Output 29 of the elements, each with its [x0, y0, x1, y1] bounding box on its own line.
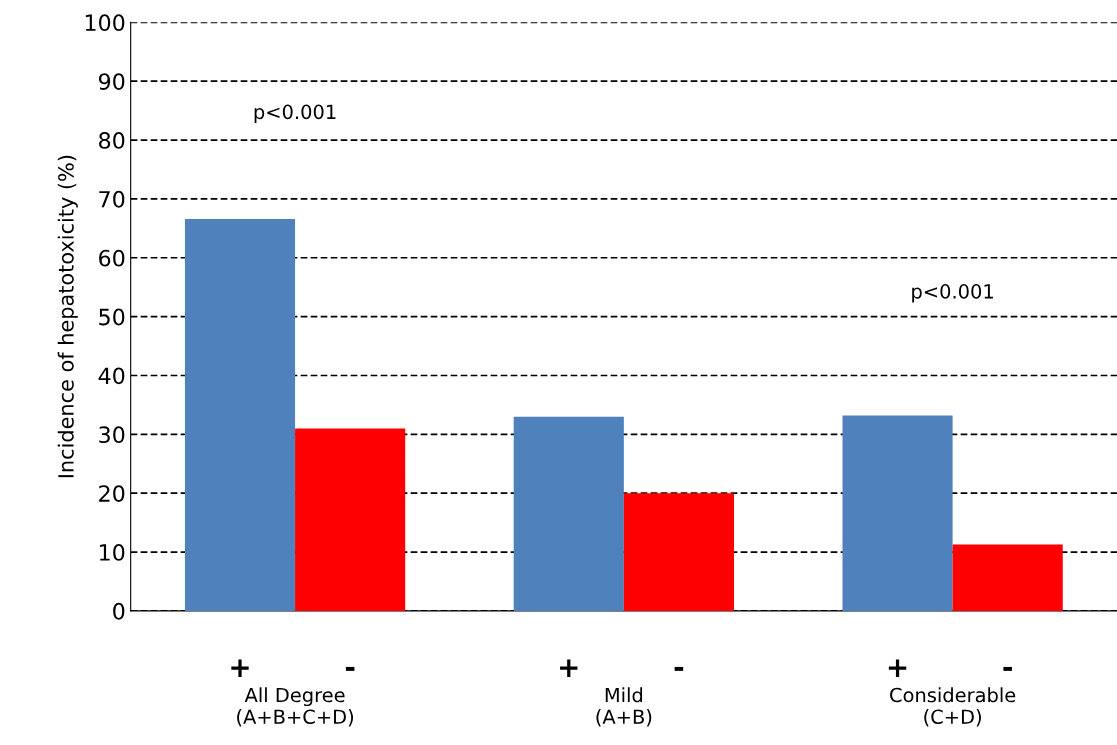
- y-tick-label: 40: [98, 367, 125, 385]
- text: +: [560, 659, 578, 677]
- annotation: p<0.001: [254, 104, 336, 123]
- y-tick-label: 10: [99, 543, 125, 561]
- y-tick-label: 60: [99, 249, 125, 267]
- x-tick-label: Considerable (C+D): [890, 687, 1016, 727]
- y-tick-label: 20: [99, 485, 125, 502]
- x-tick-label: Mild (A+B): [596, 687, 652, 727]
- annotation: p<0.001: [912, 284, 993, 303]
- y-axis-title: Incidence of hepatotoxicity (%): [57, 155, 78, 478]
- bar: [513, 416, 624, 611]
- x-tick-label: All Degree (A+B+C+D): [237, 687, 354, 727]
- y-tick-label: 90: [98, 73, 125, 90]
- bar: [842, 415, 953, 611]
- y-tick-label: 70: [99, 190, 125, 208]
- bar: [295, 428, 406, 611]
- y-tick-label: 0: [113, 602, 125, 620]
- y-tick-label: 30: [99, 426, 125, 444]
- bar: [623, 493, 734, 611]
- bar: [184, 218, 296, 611]
- y-tick-label: 100: [85, 14, 125, 32]
- y-tick-label: 50: [99, 308, 125, 326]
- series-label: +: [231, 659, 249, 677]
- bar: [952, 544, 1063, 611]
- y-tick-label: 80: [99, 132, 125, 149]
- text: -: [674, 666, 684, 671]
- text: -: [345, 666, 355, 671]
- text: +: [888, 659, 907, 677]
- text: -: [1003, 666, 1012, 671]
